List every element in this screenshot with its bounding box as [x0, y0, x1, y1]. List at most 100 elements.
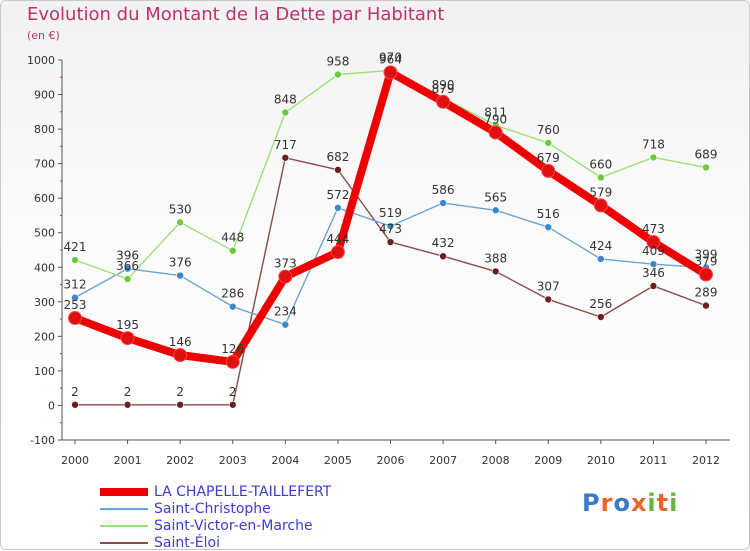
legend-swatch	[100, 525, 148, 527]
x-tick-label: 2002	[166, 454, 194, 467]
data-label-1: 409	[642, 244, 665, 258]
series-point-3	[123, 400, 132, 409]
legend-label: Saint-Christophe	[154, 501, 271, 517]
x-tick-label: 2003	[219, 454, 247, 467]
data-label-2: 366	[116, 259, 139, 273]
series-point-0	[436, 94, 451, 109]
logo-letter: x	[630, 489, 648, 517]
chart-unit-label: (en €)	[27, 29, 60, 42]
data-label-0: 964	[379, 52, 402, 66]
data-label-1: 376	[169, 256, 192, 270]
series-point-1	[71, 293, 79, 302]
series-point-0	[120, 331, 135, 346]
data-label-1: 586	[432, 183, 455, 197]
series-point-2	[281, 108, 290, 117]
y-tick-label: 600	[34, 192, 55, 205]
data-label-2: 970	[379, 50, 402, 64]
series-point-0	[488, 125, 503, 140]
y-tick-label: 800	[34, 123, 55, 136]
legend-swatch	[100, 508, 148, 510]
x-tick-label: 2010	[587, 454, 615, 467]
series-point-3	[649, 282, 658, 290]
x-tick-label: 2004	[271, 454, 299, 467]
series-point-3	[334, 166, 342, 174]
legend-swatch	[100, 542, 148, 544]
x-tick-label: 2007	[429, 454, 457, 467]
series-point-0	[699, 267, 713, 282]
y-tick-label: -100	[30, 434, 55, 447]
series-point-3	[386, 238, 395, 246]
series-point-0	[330, 245, 345, 260]
logo-letter: P	[582, 489, 601, 517]
data-label-1: 286	[221, 287, 244, 301]
series-point-0	[383, 65, 398, 80]
data-label-0: 790	[484, 113, 507, 127]
series-point-1	[386, 222, 395, 230]
series-point-2	[176, 218, 184, 227]
series-point-1	[439, 199, 447, 207]
series-point-1	[281, 320, 290, 329]
data-label-3: 717	[274, 138, 297, 152]
data-label-0: 126	[221, 342, 244, 356]
series-point-0	[225, 354, 240, 369]
legend-label: Saint-Éloi	[154, 535, 220, 551]
data-label-0: 444	[326, 232, 349, 246]
data-label-3: 2	[71, 385, 79, 399]
x-tick-label: 2001	[114, 454, 142, 467]
data-label-3: 2	[176, 385, 184, 399]
series-point-3	[228, 400, 237, 409]
series-point-0	[541, 163, 556, 178]
x-tick-label: 2006	[377, 454, 405, 467]
series-point-1	[597, 255, 605, 263]
series-point-3	[702, 301, 710, 310]
series-point-3	[491, 267, 500, 276]
data-label-1: 396	[116, 249, 139, 263]
data-label-3: 346	[642, 266, 665, 280]
data-label-3: 388	[484, 251, 507, 265]
data-label-0: 879	[432, 82, 455, 96]
data-label-2: 890	[432, 78, 455, 92]
series-point-1	[544, 223, 553, 231]
data-label-2: 421	[64, 240, 87, 254]
series-point-3	[281, 153, 290, 162]
x-tick-label: 2009	[534, 454, 562, 467]
series-point-2	[71, 256, 79, 264]
data-label-2: 660	[589, 157, 612, 171]
logo-letter: o	[613, 489, 631, 517]
series-point-2	[334, 70, 342, 79]
series-point-2	[544, 139, 553, 147]
y-tick-label: 300	[34, 296, 55, 309]
y-tick-label: 1000	[27, 54, 55, 67]
logo-letter: i	[647, 489, 657, 517]
data-label-0: 195	[116, 318, 139, 332]
x-tick-label: 2000	[61, 454, 89, 467]
x-tick-label: 2008	[482, 454, 510, 467]
data-label-1: 572	[326, 188, 349, 202]
series-point-0	[646, 235, 661, 250]
data-label-2: 689	[695, 147, 718, 161]
series-point-0	[68, 311, 82, 326]
legend-swatch	[100, 488, 148, 496]
data-label-0: 373	[274, 257, 297, 271]
series-point-0	[278, 269, 293, 284]
y-tick-label: 700	[34, 158, 55, 171]
series-point-2	[228, 246, 237, 255]
data-label-1: 424	[589, 239, 612, 253]
data-label-1: 234	[274, 305, 297, 319]
data-label-3: 432	[432, 236, 455, 250]
data-label-0: 379	[695, 255, 718, 269]
series-point-3	[439, 252, 447, 261]
y-tick-label: 500	[34, 227, 55, 240]
series-point-3	[597, 313, 605, 321]
x-tick-label: 2011	[639, 454, 667, 467]
data-label-2: 848	[274, 93, 297, 107]
y-tick-label: 400	[34, 261, 55, 274]
series-point-1	[123, 264, 132, 273]
logo-letter: i	[669, 489, 679, 517]
series-point-0	[173, 348, 188, 363]
series-point-2	[597, 173, 605, 182]
data-label-3: 2	[124, 385, 132, 399]
data-label-0: 473	[642, 222, 665, 236]
data-label-3: 289	[695, 286, 718, 300]
